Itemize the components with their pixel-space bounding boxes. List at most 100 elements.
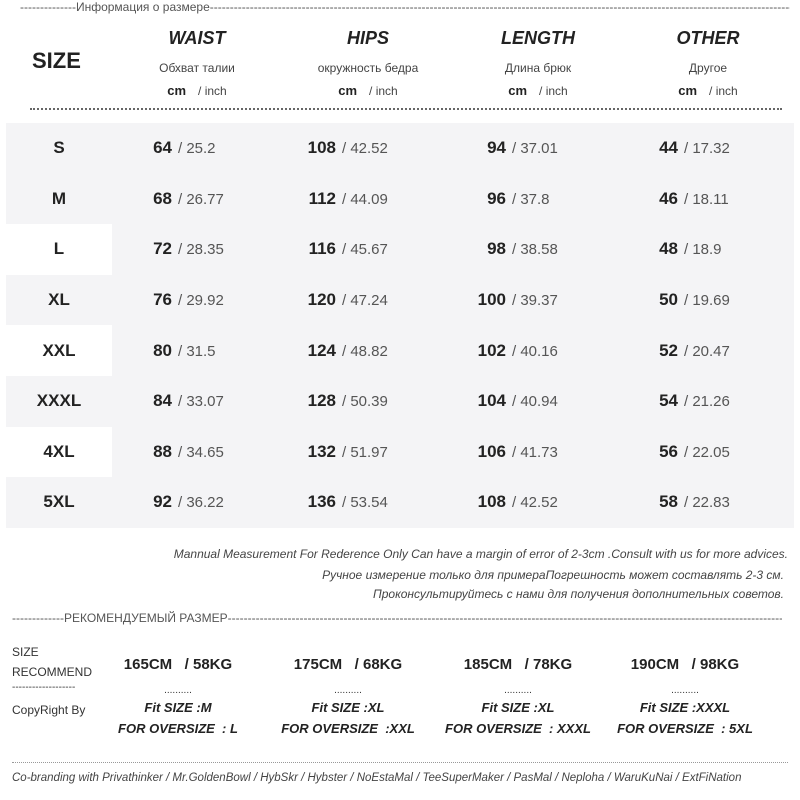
value-cell: 96 / 37.8 [446, 189, 549, 209]
separator: .......... [334, 685, 362, 696]
note-ru-1: Ручное измерение только для примераПогре… [322, 568, 784, 582]
size-cell: 5XL [43, 492, 75, 512]
inch-value: / 18.11 [684, 190, 729, 208]
oversize-fit: FOR OVERSIZE :XXL [281, 721, 415, 736]
value-cell: 108 / 42.52 [276, 138, 388, 158]
value-cell: 52 / 20.47 [618, 341, 730, 361]
cm-value: 94 [487, 138, 506, 158]
value-cell: 56 / 22.05 [618, 442, 730, 462]
size-cell: XL [48, 290, 70, 310]
table-row: XL 76 / 29.92 120 / 47.24 100 / 39.37 50 / 19.69 [6, 275, 794, 326]
inch-value: / 18.9 [684, 241, 722, 259]
size-info-section-title: --------------Информация о размере [20, 0, 790, 14]
size-cell: S [53, 138, 65, 158]
cm-value: 56 [659, 441, 678, 461]
cm-value: 102 [477, 340, 506, 360]
inch-value: / 50.39 [342, 393, 388, 411]
inch-value: / 25.2 [178, 140, 216, 158]
value-cell: 98 / 38.58 [446, 239, 558, 259]
height-weight: 190CM / 98KG [630, 656, 740, 673]
cm-value: 136 [307, 492, 336, 512]
value-cell: 44 / 17.32 [618, 138, 730, 158]
value-cell: 116 / 45.67 [276, 239, 388, 259]
value-cell: 92 / 36.22 [112, 492, 224, 512]
inch-value: / 17.32 [684, 140, 730, 158]
column-header-hips: HIPS окружность бедра cm / inch [317, 28, 419, 98]
cm-value: 46 [659, 188, 678, 208]
value-cell: 104 / 40.94 [446, 391, 558, 411]
inch-value: / 45.67 [342, 241, 388, 259]
value-cell: 100 / 39.37 [446, 290, 558, 310]
size-table: S 64 / 25.2 108 / 42.52 94 / 37.01 44 / 17.32 M 68… [6, 123, 794, 528]
inch-value: / 34.65 [178, 443, 224, 461]
label-separator: ------------------- [12, 682, 76, 693]
inch-value: / 38.58 [512, 241, 558, 259]
recommend-item: 175CM / 68KG.......... Fit SIZE :XL FOR OV… [263, 656, 433, 736]
header-divider [30, 108, 782, 110]
cm-value: 108 [477, 492, 506, 512]
inch-value: / 28.35 [178, 241, 224, 259]
inch-value: / 22.83 [684, 494, 730, 512]
inch-value: / 48.82 [342, 342, 388, 360]
cm-value: 98 [487, 239, 506, 259]
inch-value: / 36.22 [178, 494, 224, 512]
recommend-section-title: -------------РЕКОМЕНДУЕМЫЙ РАЗМЕР [12, 611, 782, 625]
table-row: XXXL 84 / 33.07 128 / 50.39 104 / 40.94 54 / 21.… [6, 376, 794, 427]
value-cell: 132 / 51.97 [276, 442, 388, 462]
value-cell: 72 / 28.35 [112, 239, 224, 259]
value-cell: 54 / 21.26 [618, 391, 730, 411]
cm-value: 100 [477, 290, 506, 310]
table-row: L 72 / 28.35 116 / 45.67 98 / 38.58 48 / 18.9 [6, 224, 794, 275]
oversize-fit: FOR OVERSIZE : XXXL [445, 721, 591, 736]
cm-value: 58 [659, 492, 678, 512]
separator: .......... [164, 685, 192, 696]
oversize-fit: FOR OVERSIZE : 5XL [617, 721, 753, 736]
column-header-waist: WAIST Обхват талии cm / inch [159, 28, 235, 98]
cm-value: 132 [307, 441, 336, 461]
value-cell: 124 / 48.82 [276, 341, 388, 361]
inch-value: / 21.26 [684, 393, 730, 411]
recommend-item: 190CM / 98KG.......... Fit SIZE :XXXL FOR … [600, 656, 770, 736]
cm-value: 124 [307, 340, 336, 360]
inch-value: / 40.16 [512, 342, 558, 360]
inch-value: / 37.01 [512, 140, 558, 158]
inch-value: / 47.24 [342, 292, 388, 310]
table-row: 5XL 92 / 36.22 136 / 53.54 108 / 42.52 58 / 22.8… [6, 477, 794, 528]
height-weight: 185CM / 78KG [463, 656, 573, 673]
value-cell: 48 / 18.9 [618, 239, 722, 259]
cm-value: 108 [307, 138, 336, 158]
inch-value: / 19.69 [684, 292, 730, 310]
cm-value: 72 [153, 239, 172, 259]
value-cell: 80 / 31.5 [112, 340, 215, 361]
cm-value: 44 [659, 138, 678, 158]
recommend-item: 165CM / 58KG.......... Fit SIZE :M FOR OVE… [93, 656, 263, 736]
height-weight: 165CM / 58KG [123, 656, 233, 673]
cm-value: 76 [153, 290, 172, 310]
value-cell: 112 / 44.09 [276, 189, 388, 209]
cm-value: 80 [153, 340, 172, 360]
cm-value: 104 [477, 391, 506, 411]
value-cell: 128 / 50.39 [276, 391, 388, 411]
cm-value: 112 [308, 188, 336, 208]
inch-value: / 22.05 [684, 443, 730, 461]
inch-value: / 41.73 [512, 443, 558, 461]
footer-divider [12, 762, 788, 763]
inch-value: / 20.47 [684, 342, 730, 360]
copyright-label: CopyRight By [12, 703, 86, 717]
value-cell: 50 / 19.69 [618, 290, 730, 310]
note-ru-2: Проконсультируйтесь с нами для получения… [373, 587, 784, 601]
size-cell: M [51, 188, 67, 208]
fit-size: Fit SIZE :XXXL [639, 700, 731, 715]
value-cell: 46 / 18.11 [618, 189, 729, 209]
separator: .......... [671, 685, 699, 696]
cm-value: 128 [307, 391, 336, 411]
recommend-item: 185CM / 78KG.......... Fit SIZE :XL FOR OV… [433, 656, 603, 736]
value-cell: 84 / 33.07 [112, 391, 224, 411]
size-recommend-label: SIZE RECOMMEND [12, 645, 92, 679]
cm-value: 52 [659, 340, 678, 360]
value-cell: 76 / 29.92 [112, 290, 224, 310]
cm-value: 54 [659, 391, 678, 411]
value-cell: 94 / 37.01 [446, 138, 558, 158]
value-cell: 58 / 22.83 [618, 492, 730, 512]
cm-value: 106 [477, 441, 506, 461]
